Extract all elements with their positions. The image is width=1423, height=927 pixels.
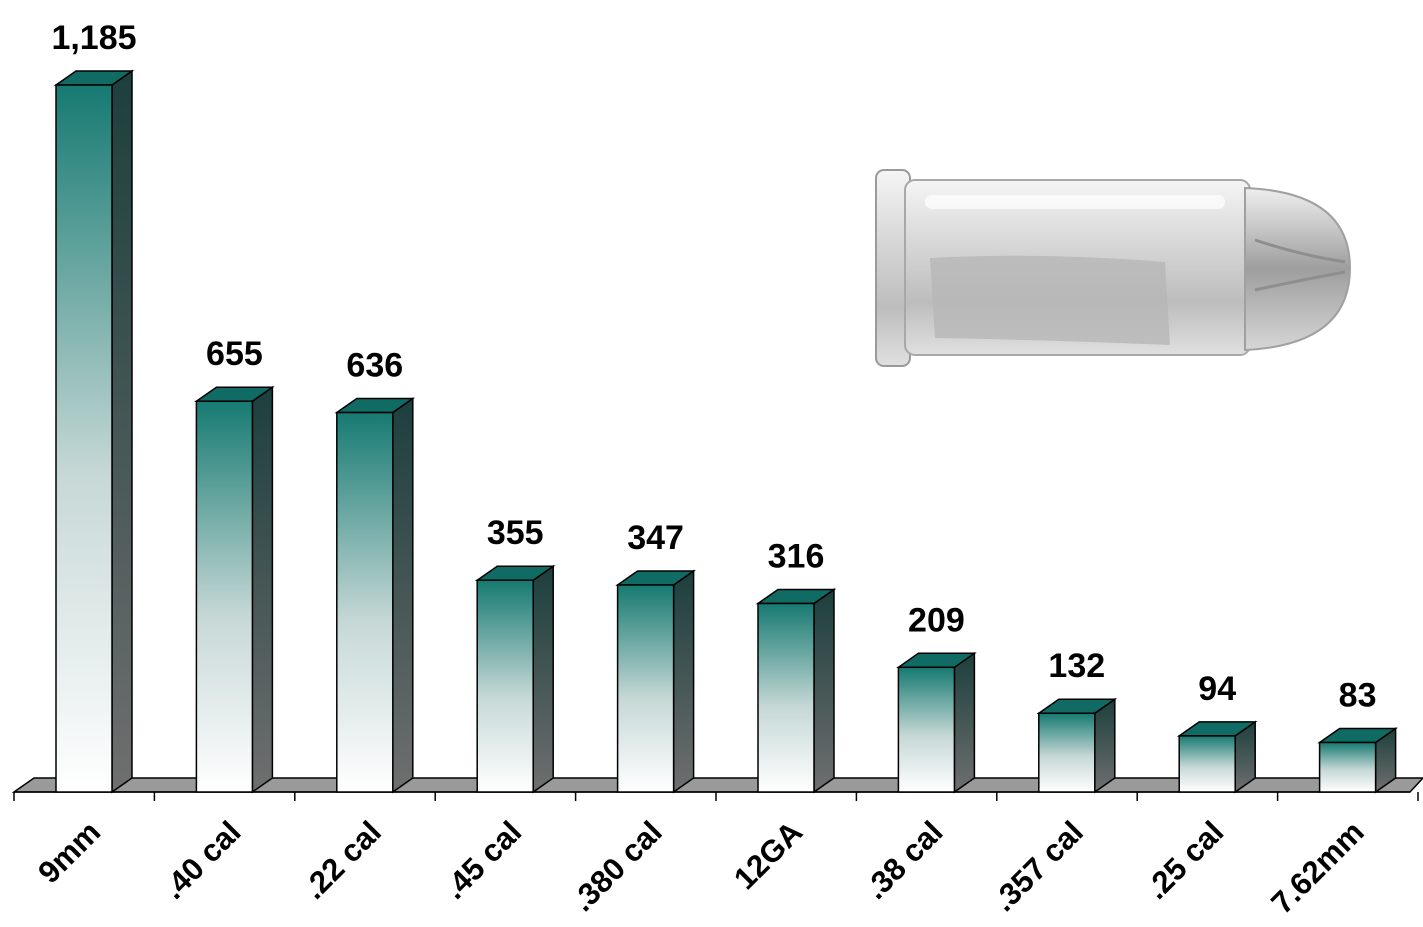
x-axis-ticks xyxy=(13,792,1419,801)
bar-side xyxy=(532,564,554,794)
bar-side xyxy=(813,588,835,794)
bar xyxy=(194,385,275,794)
bar-side xyxy=(111,69,133,794)
bar xyxy=(53,69,135,794)
data-label: 1,185 xyxy=(51,19,136,57)
x-tick-label: .40 cal xyxy=(156,814,248,906)
bar xyxy=(1176,720,1258,794)
bar-side xyxy=(672,569,695,794)
data-label: 209 xyxy=(908,601,965,639)
data-label: 316 xyxy=(768,537,825,575)
bar-front xyxy=(55,84,113,793)
bar-front xyxy=(336,411,394,793)
bar-front xyxy=(897,666,956,793)
bar xyxy=(896,651,977,794)
data-label: 655 xyxy=(206,335,263,373)
bar-front xyxy=(1178,735,1236,793)
bar-side xyxy=(1094,697,1116,794)
x-tick-label: .22 cal xyxy=(296,814,388,906)
bar-series xyxy=(53,69,1398,794)
bar-side xyxy=(953,651,976,794)
bar xyxy=(1317,727,1398,794)
bar xyxy=(334,397,416,794)
bar-side xyxy=(392,397,414,794)
data-label: 636 xyxy=(346,347,403,385)
bar-side xyxy=(251,385,274,794)
x-tick-label: .25 cal xyxy=(1139,814,1231,906)
bar xyxy=(1036,697,1118,794)
bar xyxy=(615,569,696,794)
x-tick-label: .45 cal xyxy=(437,814,529,906)
data-label: 83 xyxy=(1339,676,1377,714)
bar xyxy=(474,564,556,794)
x-tick-label: .357 cal xyxy=(986,814,1090,918)
data-labels: 1,185 655 636 355 347 316 209 132 94 83 xyxy=(51,19,1376,714)
bar-front xyxy=(195,400,254,793)
bar-front xyxy=(1318,741,1377,793)
bar-front xyxy=(616,584,675,793)
x-tick-label: 7.62mm xyxy=(1264,814,1370,920)
bar-front xyxy=(1038,712,1096,793)
data-label: 94 xyxy=(1198,670,1236,708)
data-label: 355 xyxy=(487,514,544,552)
bullet-cartridge-icon xyxy=(875,169,1352,367)
bar-front xyxy=(476,579,534,793)
data-label: 347 xyxy=(627,519,684,557)
bar xyxy=(755,588,837,794)
x-tick-label: 9mm xyxy=(31,814,107,890)
x-tick-label: .380 cal xyxy=(565,814,669,918)
data-label: 132 xyxy=(1048,647,1105,685)
x-tick-labels: 9mm .40 cal .22 cal .45 cal .380 cal 12GA .38 … xyxy=(31,814,1371,920)
x-tick-label: 12GA xyxy=(727,814,809,896)
x-tick-label: .38 cal xyxy=(858,814,950,906)
bar-front xyxy=(757,602,815,793)
